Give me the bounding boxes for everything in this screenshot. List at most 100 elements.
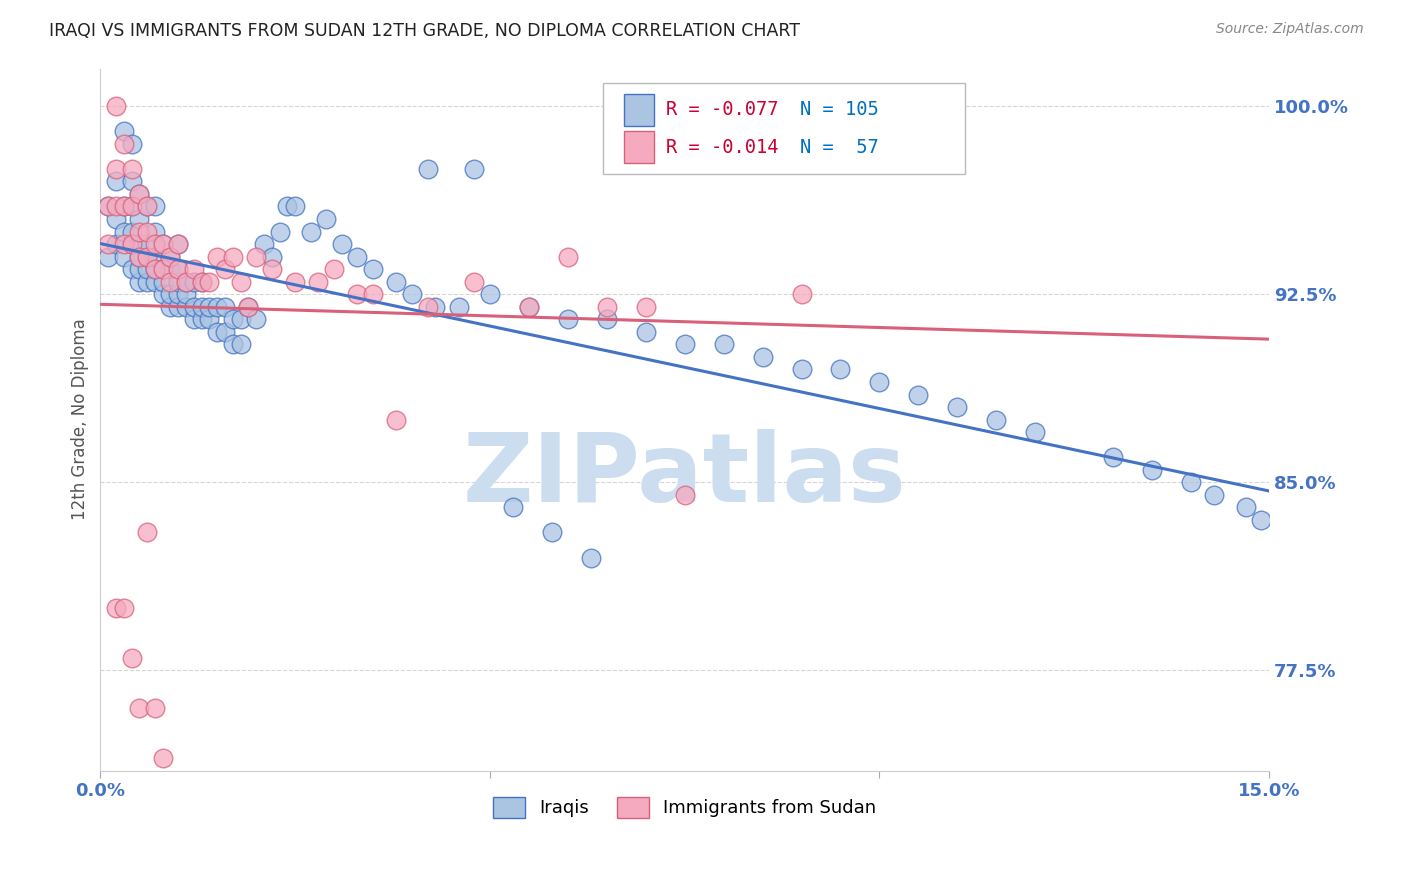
Point [205, 250, 228, 264]
Point [121, 174, 143, 188]
Point [97, 250, 120, 264]
Point [214, 262, 236, 277]
Point [245, 312, 267, 326]
Point [121, 225, 143, 239]
Point [174, 300, 197, 314]
Point [152, 237, 174, 252]
Point [1204, 488, 1226, 502]
Point [198, 312, 221, 326]
Point [790, 287, 813, 301]
Point [136, 199, 159, 213]
Point [1102, 450, 1125, 465]
Point [136, 262, 159, 277]
Point [245, 250, 267, 264]
Point [159, 287, 181, 301]
Point [463, 161, 485, 176]
Point [190, 300, 212, 314]
Text: IRAQI VS IMMIGRANTS FROM SUDAN 12TH GRADE, NO DIPLOMA CORRELATION CHART: IRAQI VS IMMIGRANTS FROM SUDAN 12TH GRAD… [49, 22, 800, 40]
Point [269, 225, 291, 239]
FancyBboxPatch shape [603, 83, 965, 174]
Point [167, 237, 190, 252]
Point [104, 174, 127, 188]
Point [1250, 513, 1272, 527]
Point [112, 199, 135, 213]
Point [253, 237, 276, 252]
Point [1180, 475, 1202, 490]
Point [136, 275, 159, 289]
Point [128, 262, 150, 277]
Text: N =  57: N = 57 [800, 137, 879, 157]
Point [790, 362, 813, 376]
Point [214, 325, 236, 339]
Point [751, 350, 773, 364]
Point [260, 262, 283, 277]
Text: R = -0.077: R = -0.077 [666, 101, 779, 120]
Point [152, 262, 174, 277]
Point [136, 250, 159, 264]
Point [183, 300, 205, 314]
Point [579, 550, 602, 565]
Point [346, 250, 368, 264]
Point [112, 199, 135, 213]
Point [121, 136, 143, 151]
Point [143, 701, 166, 715]
Point [284, 199, 307, 213]
Point [401, 287, 423, 301]
Point [190, 312, 212, 326]
Point [299, 225, 322, 239]
Point [121, 262, 143, 277]
Point [174, 275, 197, 289]
Point [121, 199, 143, 213]
Point [112, 237, 135, 252]
Point [152, 287, 174, 301]
Point [238, 300, 260, 314]
Point [214, 300, 236, 314]
Point [112, 124, 135, 138]
Point [174, 287, 197, 301]
Point [222, 337, 245, 351]
Point [205, 300, 228, 314]
Point [447, 300, 470, 314]
Point [112, 225, 135, 239]
Point [425, 300, 447, 314]
Point [104, 211, 127, 226]
Point [128, 237, 150, 252]
Point [121, 161, 143, 176]
Point [104, 99, 127, 113]
Point [159, 275, 181, 289]
Point [104, 600, 127, 615]
Point [121, 237, 143, 252]
Legend: Iraqis, Immigrants from Sudan: Iraqis, Immigrants from Sudan [485, 789, 884, 825]
Point [284, 275, 307, 289]
Point [143, 250, 166, 264]
Point [517, 300, 540, 314]
Point [136, 225, 159, 239]
Point [136, 525, 159, 540]
Point [673, 488, 696, 502]
Point [361, 262, 384, 277]
Point [121, 650, 143, 665]
Point [128, 211, 150, 226]
FancyBboxPatch shape [624, 94, 654, 126]
Point [152, 275, 174, 289]
Point [229, 312, 252, 326]
Point [986, 412, 1008, 426]
Point [143, 262, 166, 277]
Point [112, 136, 135, 151]
Point [112, 250, 135, 264]
Point [1234, 500, 1257, 515]
Point [167, 300, 190, 314]
Point [222, 250, 245, 264]
Point [596, 312, 619, 326]
Point [416, 161, 439, 176]
Point [128, 275, 150, 289]
FancyBboxPatch shape [624, 131, 654, 163]
Point [136, 199, 159, 213]
Point [830, 362, 852, 376]
Point [128, 186, 150, 201]
Point [478, 287, 501, 301]
Point [346, 287, 368, 301]
Point [143, 262, 166, 277]
Point [229, 275, 252, 289]
Point [557, 250, 579, 264]
